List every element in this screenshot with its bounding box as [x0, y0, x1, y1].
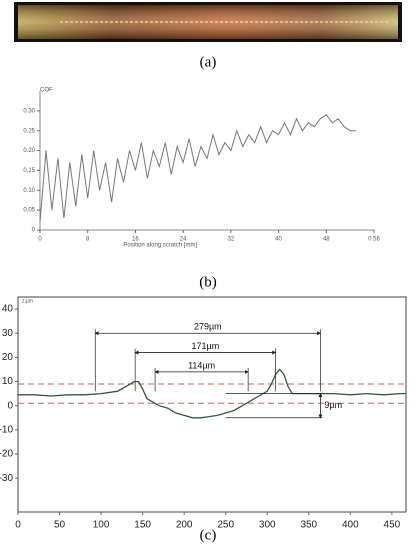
scratch-image	[14, 2, 402, 42]
x-tick-label: 150	[134, 520, 151, 531]
y-tick-label: -10	[0, 425, 13, 436]
x-tick-label: 8	[86, 237, 90, 243]
y-tick-label: 0.05	[23, 208, 35, 214]
y-tick-label: 0.20	[23, 148, 35, 154]
x-tick-label: 450	[384, 520, 401, 531]
y-axis-label: z,µm	[22, 298, 33, 304]
y-tick-label: 30	[2, 328, 14, 339]
x-tick-label: 350	[300, 520, 317, 531]
x-tick-label: 48	[323, 237, 330, 243]
x-tick-label: 250	[217, 520, 234, 531]
y-tick-label: 20	[2, 352, 14, 363]
panel-label: (a)	[200, 54, 217, 70]
annotation: 114µm	[188, 360, 215, 370]
annotation: 279µm	[194, 322, 222, 332]
x-tick-label: 0	[38, 237, 42, 243]
y-tick-label: 0.15	[23, 168, 35, 174]
panel-label: (b)	[199, 274, 217, 290]
panel-label: (c)	[200, 527, 217, 543]
x-tick-label: 0.56	[368, 237, 380, 243]
x-tick-label: 24	[180, 237, 187, 243]
annotation: 9µm	[324, 400, 342, 410]
y-tick-label: 0.10	[23, 188, 35, 194]
x-tick-label: 300	[259, 520, 276, 531]
x-tick-label: 100	[93, 520, 110, 531]
data-line	[39, 114, 357, 223]
x-tick-label: 0	[15, 520, 21, 531]
y-tick-label: 0.25	[23, 128, 35, 134]
y-tick-label: 0	[32, 228, 36, 234]
annotation: 171µm	[192, 341, 220, 351]
x-tick-label: 400	[342, 520, 359, 531]
data-line	[18, 368, 406, 419]
y-tick-label: 40	[2, 304, 14, 315]
y-tick-label: 0.30	[23, 108, 35, 114]
plot-frame	[17, 296, 407, 513]
x-tick-label: 200	[176, 520, 193, 531]
x-tick-label: 32	[228, 237, 235, 243]
x-tick-label: 40	[275, 237, 282, 243]
y-tick-label: -30	[0, 473, 13, 484]
y-tick-label: 10	[2, 376, 14, 387]
x-axis-label: Position along scratch [mm]	[123, 243, 197, 249]
x-tick-label: 50	[54, 520, 66, 531]
y-tick-label: -20	[0, 449, 13, 460]
x-tick-label: 16	[132, 237, 139, 243]
y-axis-label: COF	[40, 88, 53, 94]
y-tick-label: 0	[7, 400, 13, 411]
